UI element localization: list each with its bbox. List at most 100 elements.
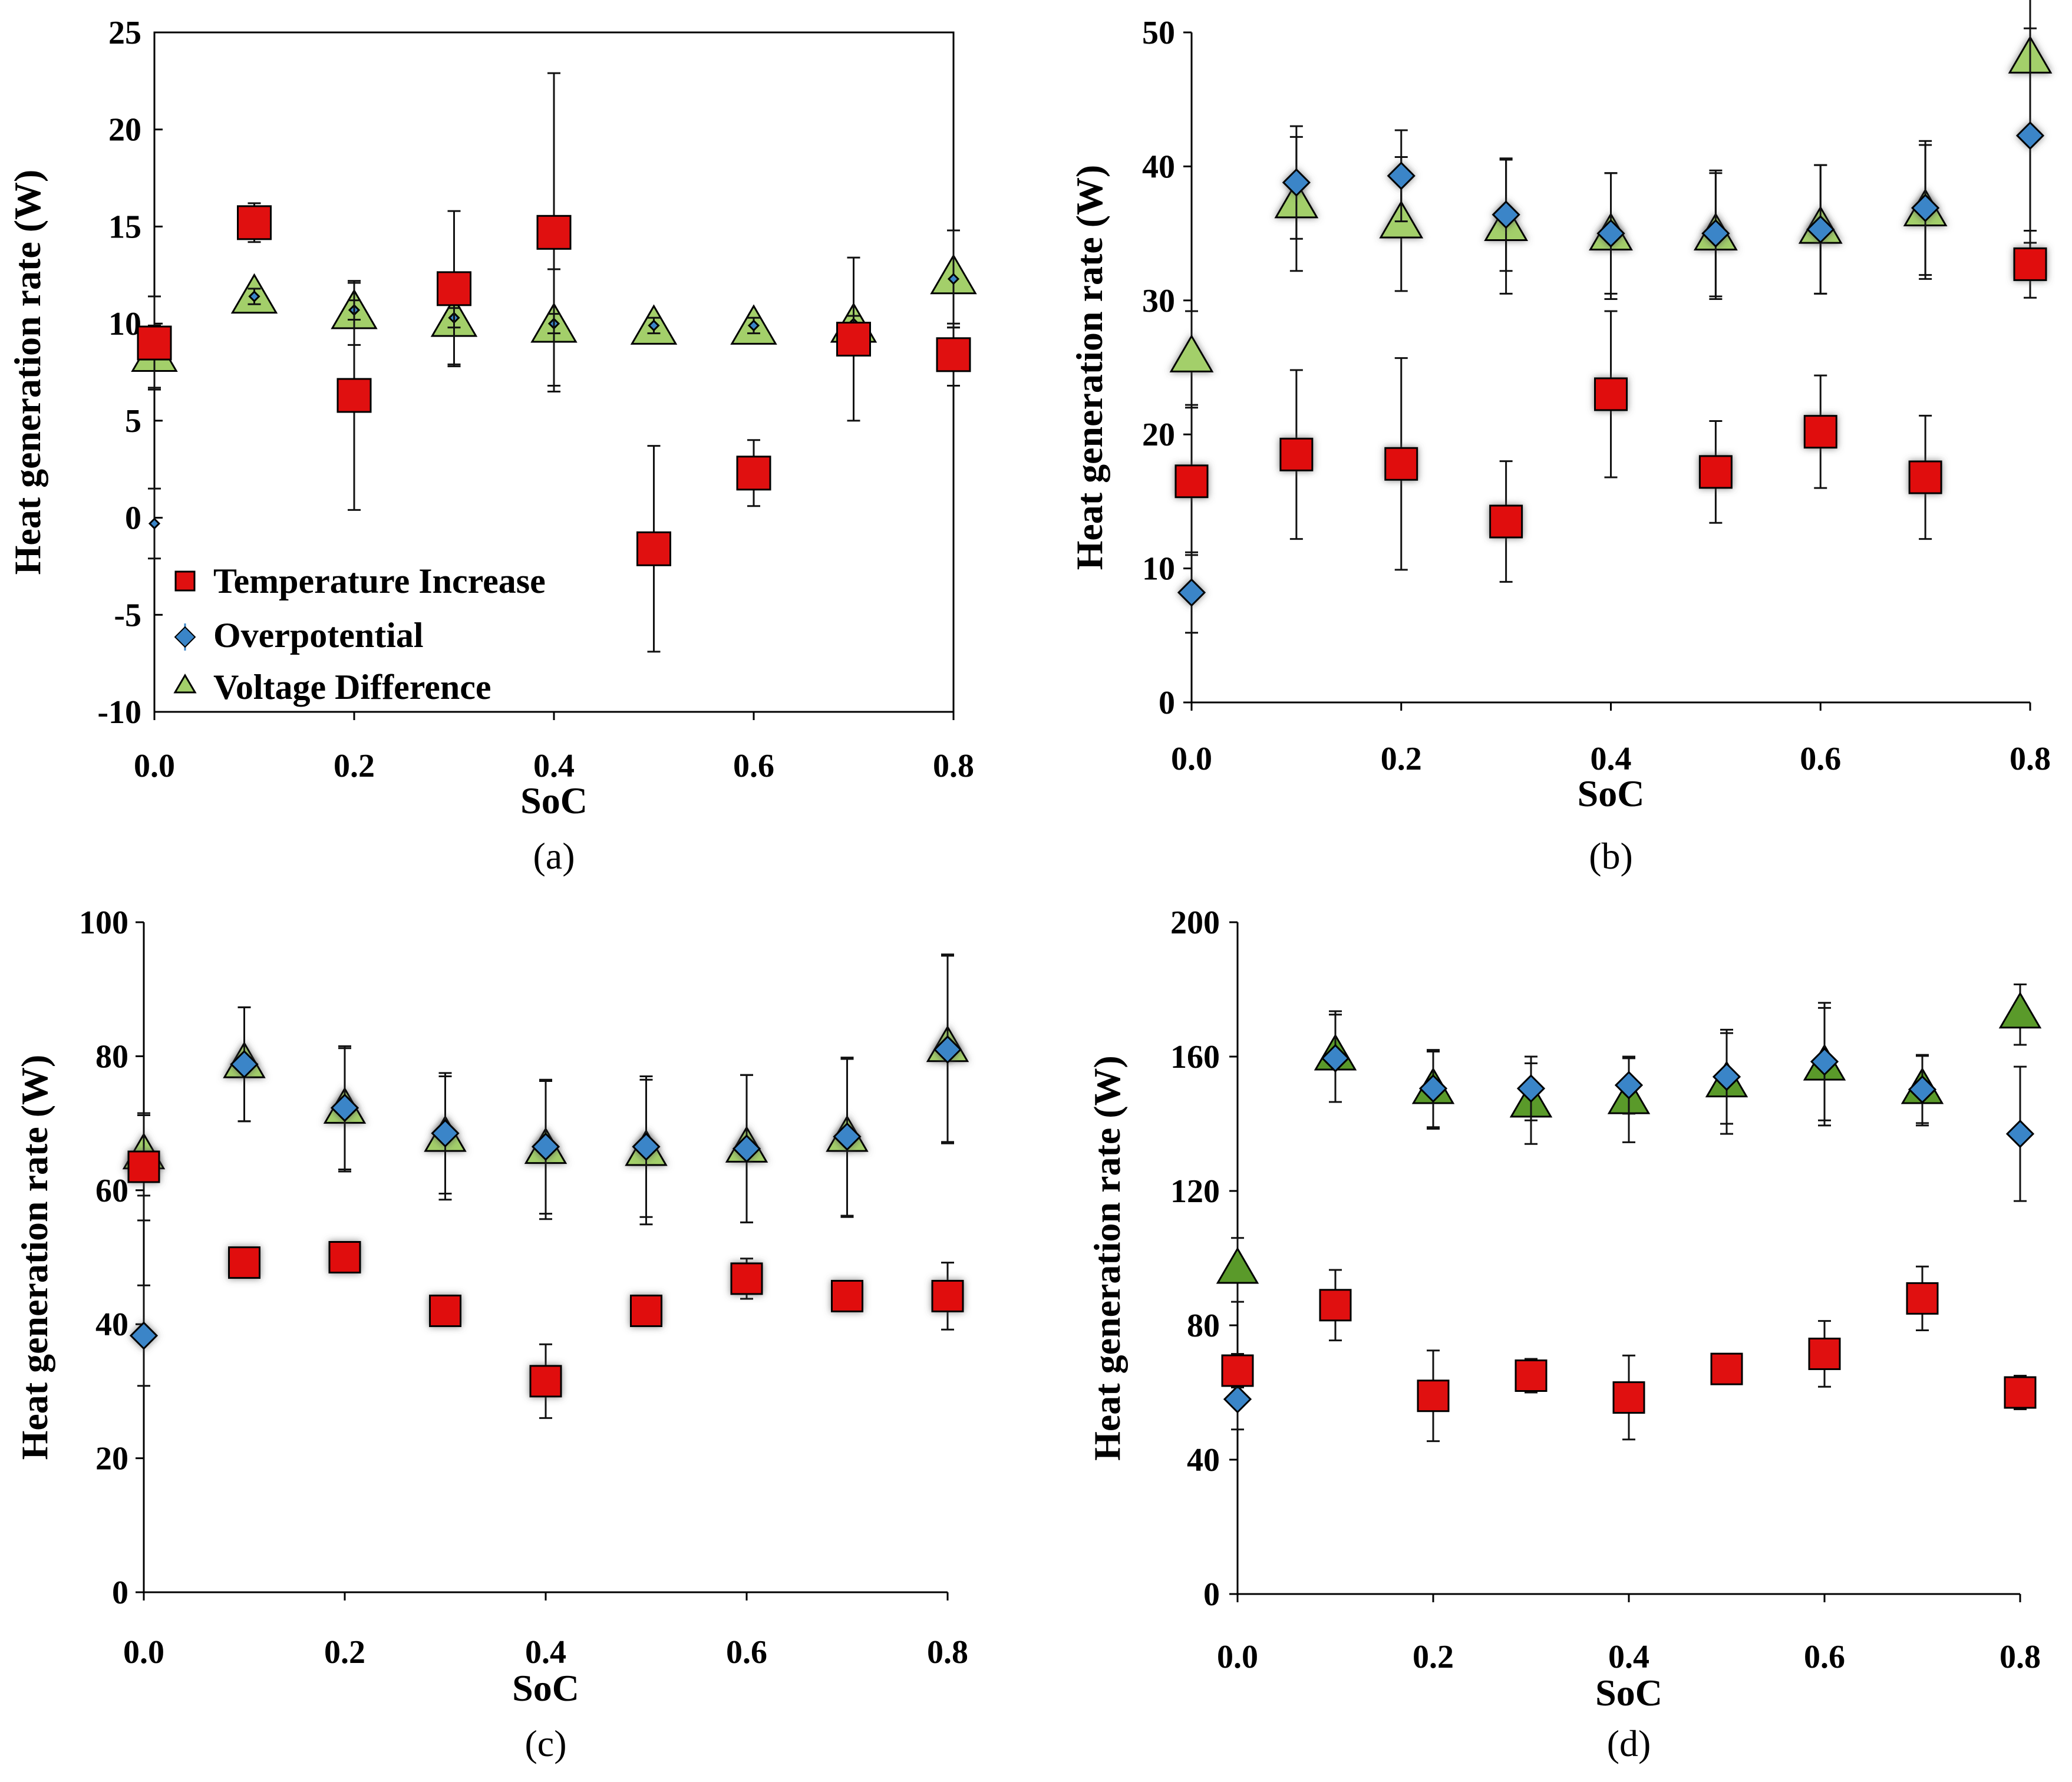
- chart-b-ytick-label: 40: [1142, 148, 1175, 185]
- chart-d-point-voltage-difference: [1998, 991, 2042, 1029]
- chart-c-point-temperature-increase: [328, 1241, 361, 1273]
- chart-d-point-temperature-increase: [1710, 1352, 1743, 1385]
- chart-d-ytick-label: 120: [1170, 1173, 1220, 1210]
- chart-d-xtick-label: 0.8: [2000, 1639, 2041, 1675]
- chart-d-xtick-label: 0.6: [1804, 1639, 1845, 1675]
- chart-d-point-overpotential: [2005, 1119, 2035, 1149]
- chart-a-point-temperature-increase: [336, 378, 372, 413]
- chart-c-point-overpotential: [933, 1035, 962, 1064]
- chart-a-ytick-label: -5: [114, 597, 141, 633]
- chart-a-ytick-label: 10: [108, 306, 141, 342]
- chart-c-xtick-label: 0.8: [927, 1634, 968, 1671]
- chart-b-point-temperature-increase: [1908, 460, 1942, 494]
- chart-d-ytick-label: 0: [1203, 1576, 1220, 1613]
- chart-b-xtick-label: 0.6: [1800, 741, 1841, 777]
- chart-c-xtick-label: 0.6: [726, 1634, 767, 1671]
- chart-d-point-overpotential: [1223, 1385, 1252, 1414]
- chart-a-point-temperature-increase: [437, 271, 471, 306]
- chart-d-point-temperature-increase: [1221, 1354, 1254, 1387]
- chart-c-point-temperature-increase: [127, 1150, 160, 1183]
- chart-a-point-overpotential: [648, 319, 660, 332]
- chart-a-point-temperature-increase: [636, 531, 671, 566]
- chart-b-point-temperature-increase: [1698, 455, 1733, 489]
- chart-d-ytick-label: 160: [1170, 1039, 1220, 1075]
- chart-b-point-overpotential: [1911, 193, 1940, 223]
- chart-b-point-overpotential: [1596, 219, 1625, 248]
- chart-d-point-overpotential: [1712, 1062, 1741, 1091]
- chart-a-point-temperature-increase: [137, 325, 172, 361]
- chart-d-point-temperature-increase: [1515, 1359, 1548, 1392]
- chart-d-xlabel: SoC: [1595, 1672, 1662, 1714]
- chart-c-point-overpotential: [531, 1132, 560, 1161]
- chart-d-point-temperature-increase: [2004, 1376, 2037, 1409]
- chart-b-point-temperature-increase: [1594, 377, 1628, 411]
- chart-b-point-overpotential: [1387, 161, 1416, 190]
- chart-d-ytick-label: 200: [1170, 905, 1220, 941]
- chart-c-ytick-label: 80: [95, 1038, 128, 1075]
- chart-c-point-temperature-increase: [529, 1365, 562, 1398]
- chart-d-xtick-label: 0.2: [1413, 1639, 1454, 1675]
- chart-c-caption: (c): [524, 1722, 566, 1764]
- chart-d-point-temperature-increase: [1417, 1380, 1450, 1413]
- chart-a-point-overpotential: [148, 517, 161, 530]
- chart-d-point-overpotential: [1516, 1074, 1546, 1103]
- chart-c-point-temperature-increase: [931, 1279, 964, 1312]
- chart-d-point-temperature-increase: [1906, 1282, 1939, 1315]
- chart-b-xtick-label: 0.8: [2010, 741, 2051, 777]
- chart-c-point-overpotential: [732, 1134, 761, 1163]
- chart-c-xtick-label: 0.2: [324, 1634, 365, 1671]
- chart-a-ytick-label: 0: [125, 500, 141, 537]
- chart-c-xtick-label: 0.0: [123, 1634, 164, 1671]
- chart-a-point-temperature-increase: [836, 321, 871, 357]
- chart-b-point-temperature-increase: [1174, 464, 1209, 499]
- chart-c-point-temperature-increase: [831, 1279, 863, 1312]
- chart-c-xtick-label: 0.4: [525, 1634, 566, 1671]
- chart-b-point-voltage-difference: [1169, 334, 1214, 372]
- chart-c-point-overpotential: [330, 1093, 359, 1123]
- chart-c-point-overpotential: [632, 1132, 661, 1161]
- chart-b-point-overpotential: [1701, 219, 1730, 248]
- chart-b-ytick-label: 10: [1142, 551, 1175, 588]
- legend-voltage-label: Voltage Difference: [213, 668, 491, 707]
- chart-b-caption: (b): [1589, 835, 1633, 877]
- chart-b-point-overpotential: [2015, 121, 2045, 150]
- chart-b-point-temperature-increase: [2013, 247, 2047, 281]
- chart-c-xlabel: SoC: [512, 1667, 579, 1709]
- chart-a-xlabel: SoC: [520, 780, 588, 821]
- chart-a-point-temperature-increase: [936, 337, 971, 372]
- chart-d-point-overpotential: [1321, 1044, 1350, 1072]
- chart-a-ytick-label: 25: [108, 15, 141, 51]
- chart-c-point-overpotential: [431, 1119, 460, 1148]
- chart-c-point-overpotential: [230, 1050, 259, 1079]
- chart-d-caption: (d): [1607, 1722, 1651, 1764]
- chart-d-ylabel: Heat generation rate (W): [1086, 1055, 1128, 1461]
- chart-d-point-temperature-increase: [1319, 1289, 1352, 1322]
- chart-a-point-overpotential: [947, 273, 960, 285]
- chart-c-point-overpotential: [833, 1122, 862, 1151]
- chart-b: 0 10 20 30 40 50 0.0 0.2 0.4 0.6 0.8 SoC Heat genera…: [1068, 0, 2053, 877]
- chart-a-ytick-label: -10: [97, 694, 141, 731]
- chart-b-xlabel: SoC: [1578, 773, 1645, 814]
- chart-b-ylabel: Heat generation rate (W): [1068, 165, 1110, 570]
- chart-a-xtick-label: 0.6: [733, 748, 774, 784]
- chart-c-point-temperature-increase: [730, 1262, 763, 1295]
- chart-c-ytick-label: 40: [95, 1306, 128, 1343]
- legend-overpotential-marker: [174, 626, 196, 648]
- chart-c-ylabel: Heat generation rate (W): [14, 1055, 55, 1460]
- chart-b-ytick-label: 30: [1142, 283, 1175, 319]
- chart-b-point-temperature-increase: [1803, 415, 1837, 449]
- chart-a-xtick-label: 0.2: [334, 748, 375, 784]
- chart-b-point-temperature-increase: [1279, 437, 1314, 471]
- chart-b-point-overpotential: [1177, 578, 1206, 607]
- chart-a-point-temperature-increase: [237, 205, 272, 240]
- chart-b-point-temperature-increase: [1384, 447, 1418, 481]
- chart-c-ytick-label: 100: [79, 905, 128, 941]
- chart-a-point-temperature-increase: [736, 456, 771, 491]
- chart-a-xtick-label: 0.8: [933, 748, 974, 784]
- chart-a-ylabel: Heat generation rate (W): [6, 170, 48, 575]
- chart-b-point-temperature-increase: [1489, 504, 1523, 539]
- chart-b-point-overpotential: [1806, 215, 1835, 244]
- chart-a-xtick-label: 0.4: [533, 748, 575, 784]
- chart-d-point-overpotential: [1614, 1071, 1644, 1100]
